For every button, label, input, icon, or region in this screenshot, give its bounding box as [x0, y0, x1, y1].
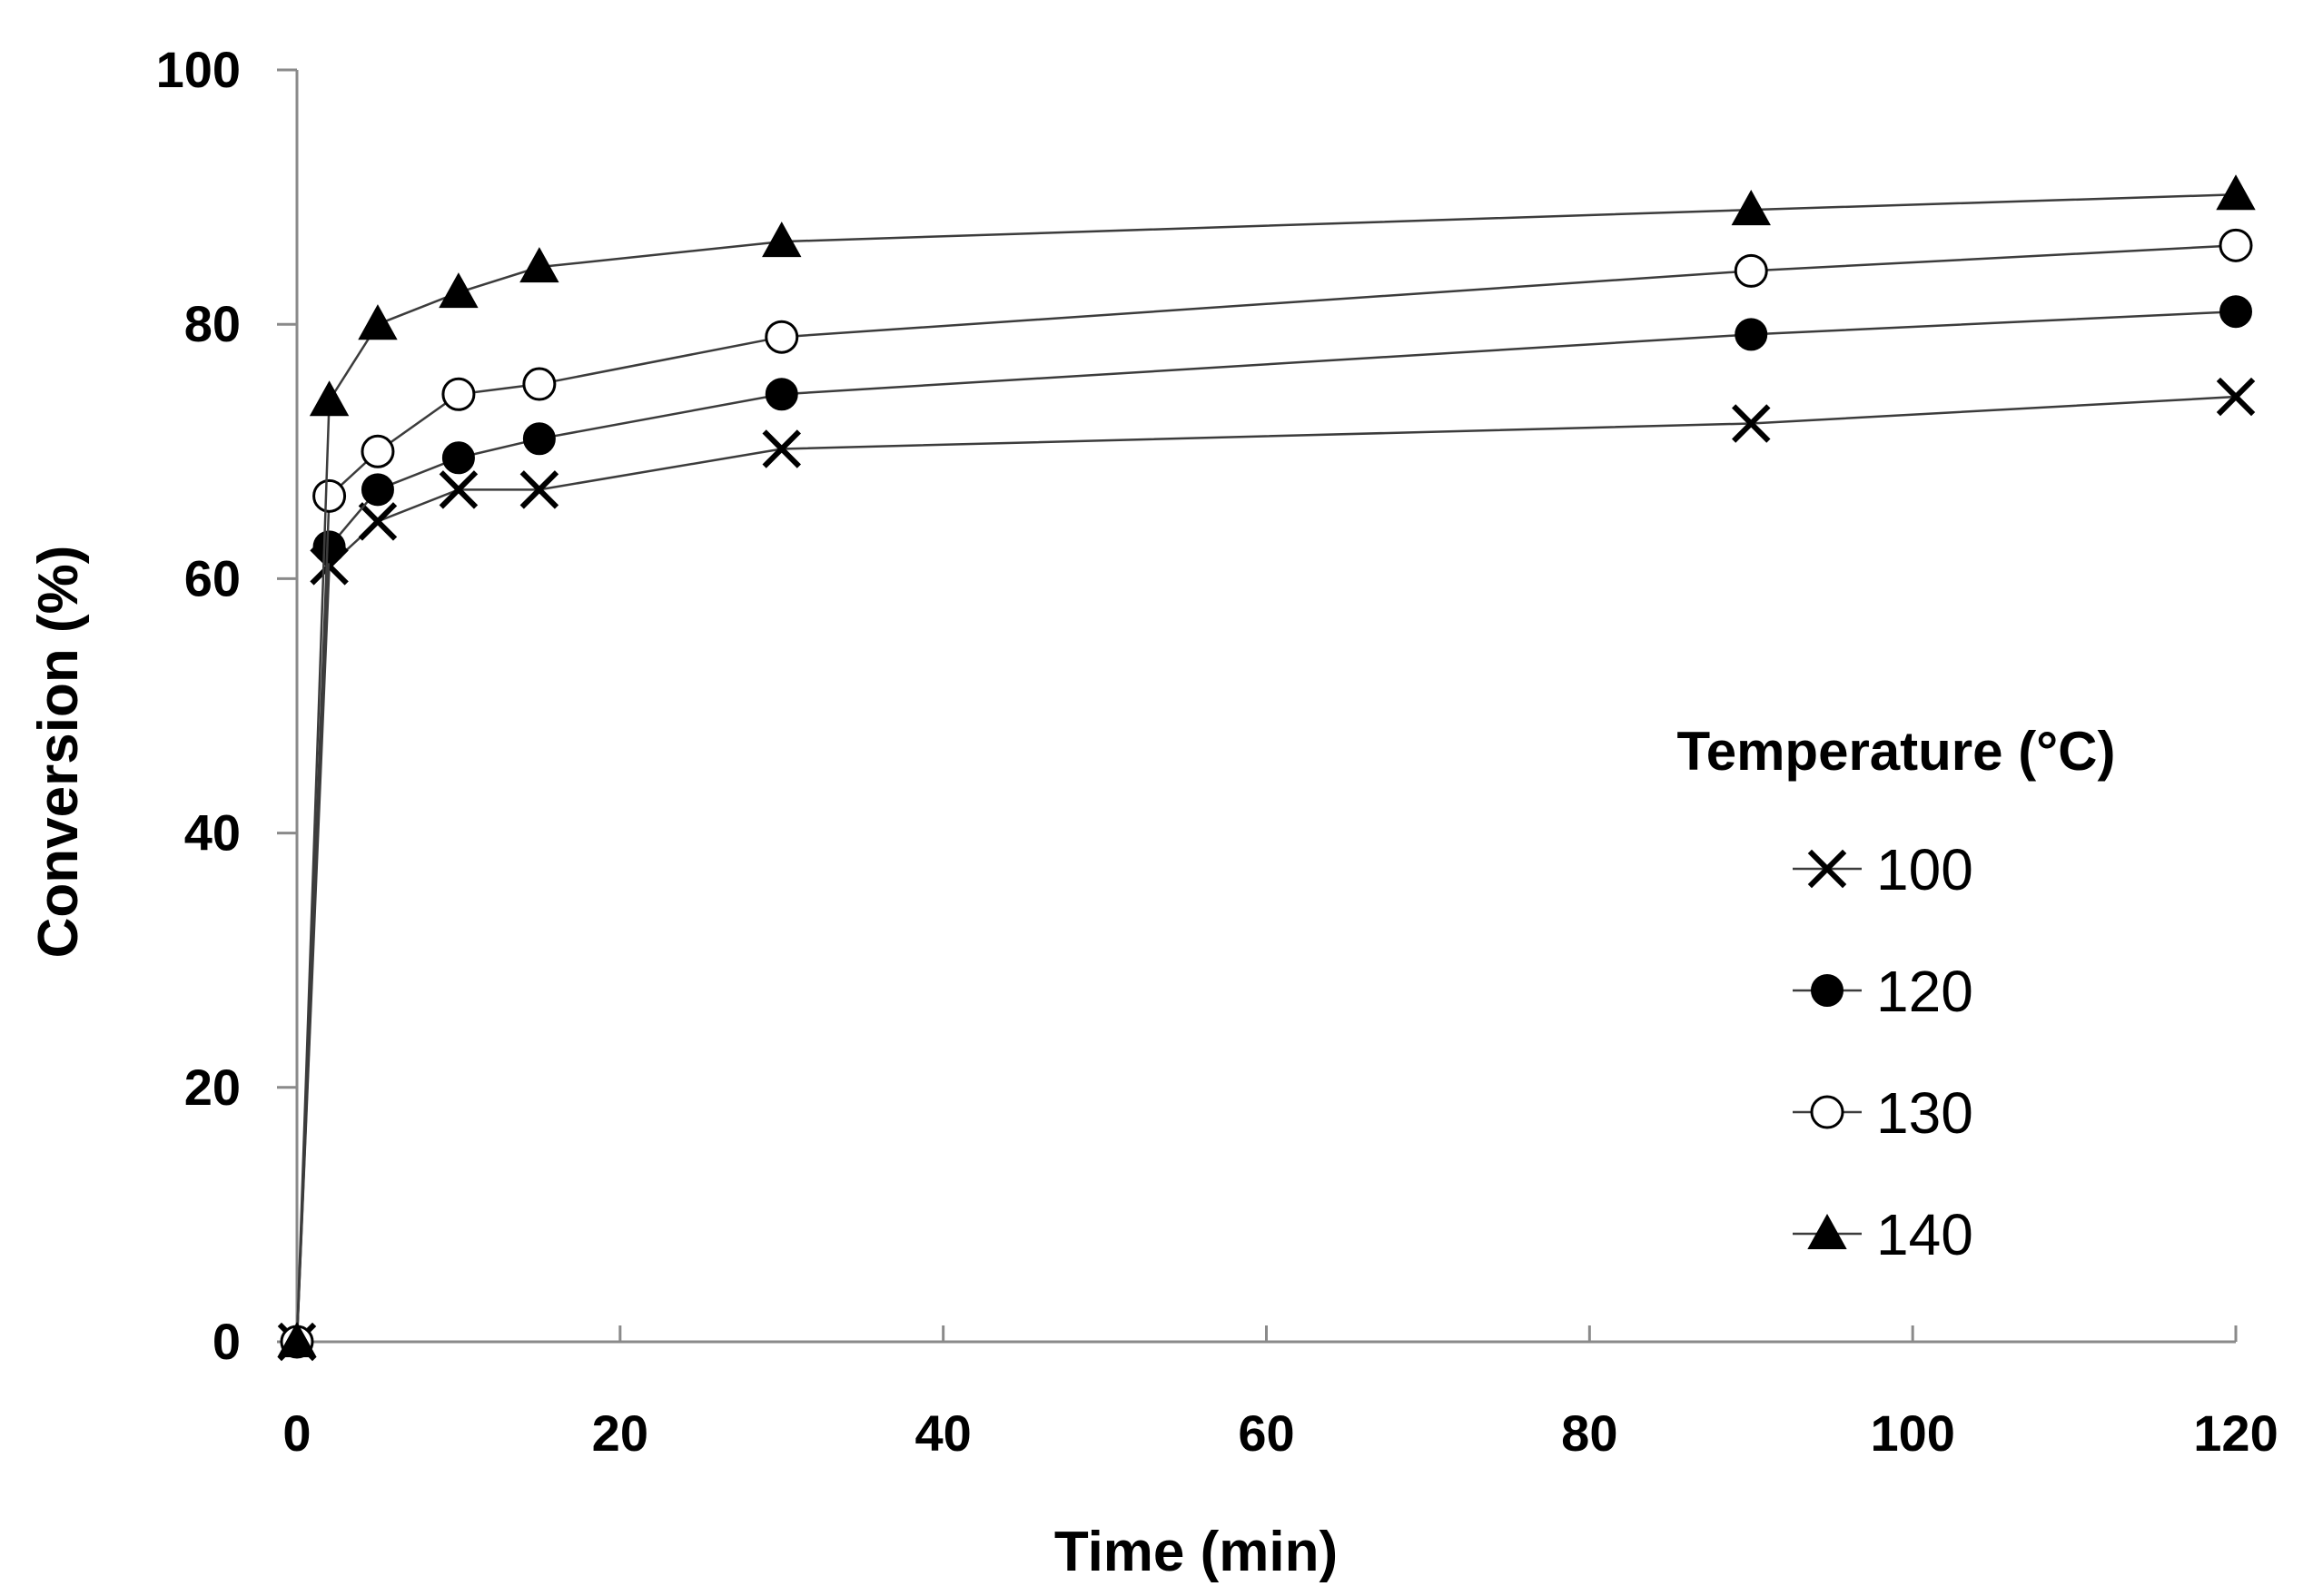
y-tick-label: 0	[213, 1313, 241, 1370]
legend-marker-100	[1807, 849, 1847, 889]
legend-item-100: 100	[1793, 837, 1973, 902]
data-point-120	[522, 422, 556, 456]
data-point-130	[441, 377, 476, 411]
legend-label-130: 130	[1876, 1080, 1973, 1146]
data-point-120	[441, 441, 475, 475]
data-point-140	[1731, 190, 1771, 226]
series-130	[280, 228, 2253, 1359]
x-tick-label: 60	[1238, 1404, 1294, 1462]
legend-marker-130	[1810, 1095, 1844, 1129]
data-point-100-stroke-b	[1732, 404, 1771, 443]
data-point-130	[312, 478, 347, 513]
data-point-100	[1732, 404, 1771, 443]
data-point-100-stroke-b	[519, 470, 559, 509]
data-point-100-stroke-b	[762, 429, 801, 468]
data-point-140	[439, 272, 479, 309]
legend-item-130: 130	[1793, 1080, 1973, 1146]
series-line-140	[295, 193, 2237, 1343]
legend-label-120: 120	[1876, 959, 1973, 1024]
data-point-140	[309, 380, 350, 417]
data-point-100	[762, 429, 801, 468]
legend: 100 120 130 140	[1793, 837, 1973, 1267]
data-point-130	[765, 320, 799, 354]
legend-item-120: 120	[1793, 959, 1973, 1024]
x-axis-title: Time (min)	[1054, 1521, 1338, 1583]
x-tick-label: 0	[282, 1404, 311, 1462]
y-tick-label: 100	[156, 41, 241, 98]
data-point-120	[765, 378, 798, 411]
x-tick-label: 20	[592, 1404, 648, 1462]
data-point-140	[277, 1321, 317, 1357]
x-tick-label: 100	[1870, 1404, 1954, 1462]
legend-marker-100-stroke-b	[1807, 849, 1847, 889]
data-point-100	[519, 470, 559, 509]
data-point-140	[2216, 174, 2256, 211]
series-line-130	[295, 244, 2237, 1343]
series-line-120	[295, 310, 2237, 1343]
data-point-100-stroke-b	[2216, 377, 2256, 417]
data-point-120	[312, 530, 346, 564]
legend-marker-120	[1811, 974, 1844, 1007]
data-point-120	[2219, 295, 2252, 329]
legend-label-100: 100	[1876, 837, 1973, 902]
data-point-130	[1734, 253, 1768, 288]
data-point-100	[2216, 377, 2256, 417]
y-tick-label: 20	[184, 1059, 241, 1116]
x-tick-label: 120	[2193, 1404, 2278, 1462]
x-tick-label: 80	[1561, 1404, 1617, 1462]
legend-marker-140	[1807, 1213, 1847, 1249]
data-point-130	[522, 367, 557, 401]
series-120	[281, 295, 2252, 1358]
axes-layer: 0 20 40 60 80 100 120 0 20 40 60 80 100	[156, 41, 2279, 1462]
data-point-100	[358, 502, 398, 541]
data-point-120	[361, 473, 394, 507]
data-point-140	[358, 304, 398, 340]
legend-label-140: 140	[1876, 1202, 1973, 1267]
legend-item-140: 140	[1793, 1202, 1973, 1267]
data-point-120	[1735, 318, 1768, 351]
data-point-100-stroke-b	[358, 502, 398, 541]
data-point-130	[361, 434, 395, 468]
data-point-130	[2219, 228, 2253, 262]
data-point-100-stroke-b	[439, 470, 479, 509]
x-tick-label: 40	[915, 1404, 972, 1462]
series-layer	[277, 174, 2256, 1362]
data-point-100	[439, 470, 479, 509]
y-tick-label: 80	[184, 295, 241, 352]
series-140	[277, 174, 2256, 1357]
y-tick-label: 60	[184, 549, 241, 606]
y-tick-label: 40	[184, 804, 241, 862]
text-layer: Time (min) Conversion (%) Temperature (°…	[27, 546, 2115, 1583]
data-point-140	[519, 247, 559, 283]
legend-title: Temperature (°C)	[1677, 721, 2116, 782]
data-point-140	[762, 222, 802, 258]
y-axis-title: Conversion (%)	[27, 546, 90, 959]
